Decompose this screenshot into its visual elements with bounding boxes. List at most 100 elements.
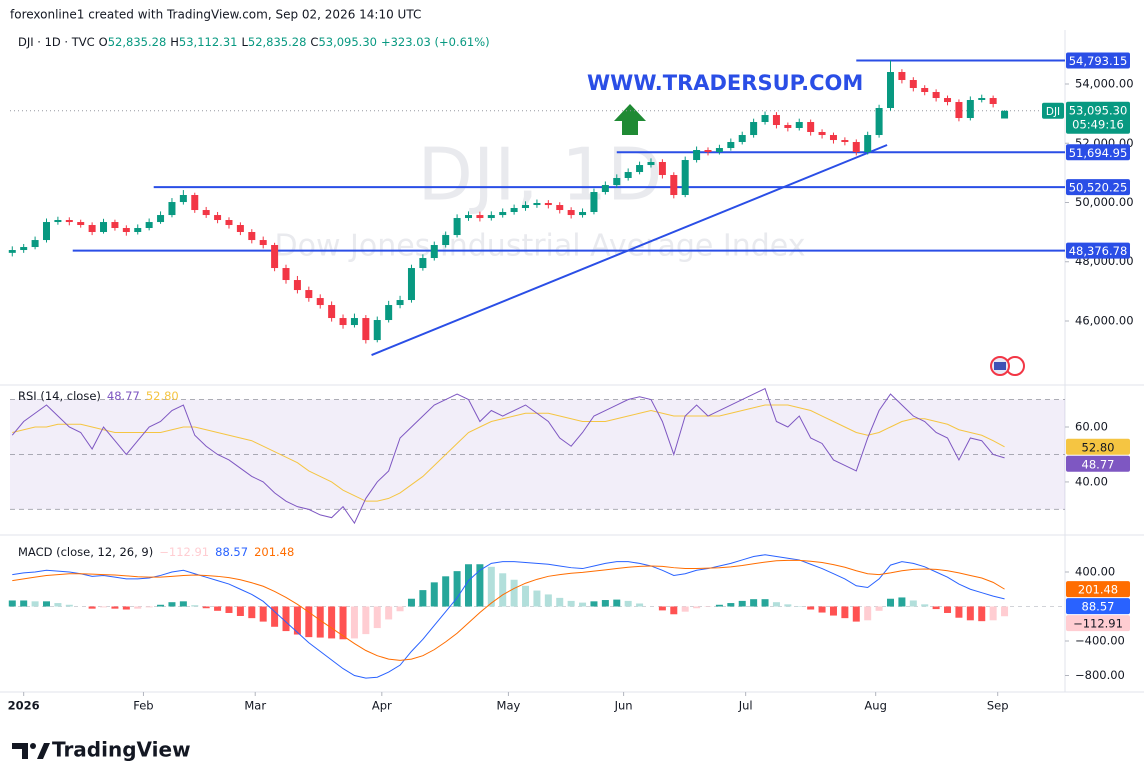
x-tick-label: 2026 <box>8 699 40 713</box>
rsi-line <box>12 404 1005 502</box>
candle-body <box>339 318 347 326</box>
candle-body <box>829 135 837 141</box>
histogram-bar <box>727 603 735 607</box>
candle-body <box>875 108 883 136</box>
value-tag-bg <box>1066 438 1130 455</box>
trend-line <box>371 144 888 356</box>
y-tick-label: 60.00 <box>1075 420 1108 434</box>
candle-body <box>202 210 210 216</box>
candle-body <box>567 210 575 216</box>
candle-body <box>624 172 632 179</box>
legend: RSI (14, close) 48.77 52.80 <box>18 389 179 403</box>
histogram-bar <box>31 601 39 607</box>
legend-value: +323.03 (+0.61%) <box>381 35 490 49</box>
histogram-bar <box>750 599 758 607</box>
candle-body <box>715 148 723 153</box>
legend-value: 52,835.28 <box>108 35 167 49</box>
candle-body <box>601 185 609 193</box>
candle-body <box>362 318 370 341</box>
histogram-bar <box>202 606 210 609</box>
histogram-bar <box>1001 606 1009 617</box>
candle-body <box>579 212 587 216</box>
rsi-band <box>10 399 1065 510</box>
histogram-bar <box>476 564 484 607</box>
histogram-bar <box>54 603 62 607</box>
watermark-subtitle: Dow Jones Industrial Average Index <box>275 229 806 264</box>
legend-value: O <box>99 35 108 49</box>
candle-body <box>88 225 96 233</box>
candle-body <box>373 320 381 341</box>
histogram-bar <box>430 582 438 607</box>
histogram-bar <box>932 606 940 610</box>
y-tick-label: 54,000.00 <box>1075 77 1134 91</box>
candle-body <box>20 247 28 251</box>
level-tag: 51,694.95 <box>1069 146 1128 160</box>
level-tag: 54,793.15 <box>1069 54 1128 68</box>
y-tick-label: 46,000.00 <box>1075 313 1134 327</box>
candle-body <box>54 220 62 223</box>
candle-body <box>636 165 644 173</box>
tradingview-logo: TradingView <box>52 738 191 762</box>
level-tag-bg <box>1066 52 1130 69</box>
x-tick-label: Feb <box>133 699 153 713</box>
y-tick-label: −800.00 <box>1075 668 1125 682</box>
candle-body <box>453 218 461 236</box>
histogram-bar <box>293 606 301 635</box>
histogram-bar <box>579 602 587 607</box>
candle-body <box>122 228 130 233</box>
histogram-bar <box>624 600 632 607</box>
histogram-bar <box>886 598 894 607</box>
candle-body <box>944 98 952 103</box>
candle-body <box>818 131 826 136</box>
x-tick-label: Aug <box>864 699 886 713</box>
level-tag: 50,520.25 <box>1069 181 1128 195</box>
candle-body <box>282 268 290 281</box>
candle-body <box>145 222 153 229</box>
histogram-bar <box>658 606 666 611</box>
histogram-bar <box>111 606 119 609</box>
histogram-bar <box>487 566 495 607</box>
candle-body <box>328 305 336 319</box>
value-tag: −112.91 <box>1073 617 1123 631</box>
candle-body <box>966 100 974 119</box>
candle-body <box>42 222 50 241</box>
annotation: WWW.TRADERSUP.COM <box>587 71 863 95</box>
candle-body <box>590 192 598 213</box>
candle-body <box>886 72 894 109</box>
candle-body <box>864 135 872 153</box>
candle-body <box>179 195 187 203</box>
histogram-bar <box>157 604 165 607</box>
candle-body <box>544 203 552 206</box>
legend-value: 48.77 <box>107 389 140 403</box>
value-tag: 201.48 <box>1078 583 1118 597</box>
candle-body <box>442 235 450 246</box>
histogram-bar <box>168 602 176 607</box>
histogram-bar <box>65 604 73 607</box>
histogram-bar <box>396 606 404 612</box>
candle-body <box>430 245 438 259</box>
candle-body <box>738 135 746 143</box>
candle-body <box>248 232 256 241</box>
value-tag-bg <box>1066 615 1130 632</box>
candle-body <box>909 80 917 89</box>
histogram-bar <box>567 600 575 607</box>
candle-body <box>795 122 803 128</box>
x-tick-label: Jun <box>614 699 633 713</box>
level-tag-bg <box>1066 144 1130 161</box>
histogram-bar <box>670 606 678 615</box>
candle-body <box>772 115 780 126</box>
histogram-bar <box>761 599 769 607</box>
legend-value: −112.91 <box>159 545 209 559</box>
histogram-bar <box>225 606 233 613</box>
candle-body <box>921 88 929 93</box>
histogram-bar <box>510 579 518 607</box>
histogram-bar <box>453 571 461 607</box>
histogram-bar <box>864 606 872 621</box>
candle-body <box>77 222 85 226</box>
candle-body <box>316 298 324 306</box>
histogram-bar <box>807 606 815 610</box>
y-tick-label: −400.00 <box>1075 634 1125 648</box>
histogram-bar <box>8 600 16 607</box>
histogram-bar <box>42 601 50 607</box>
